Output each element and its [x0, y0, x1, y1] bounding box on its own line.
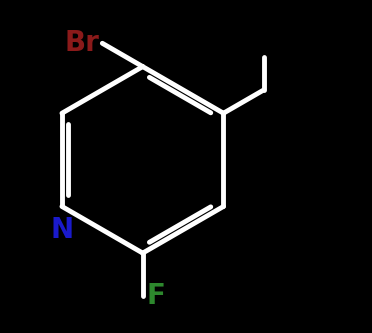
Text: Br: Br	[64, 29, 99, 57]
Text: N: N	[50, 216, 74, 244]
Text: F: F	[146, 282, 165, 310]
